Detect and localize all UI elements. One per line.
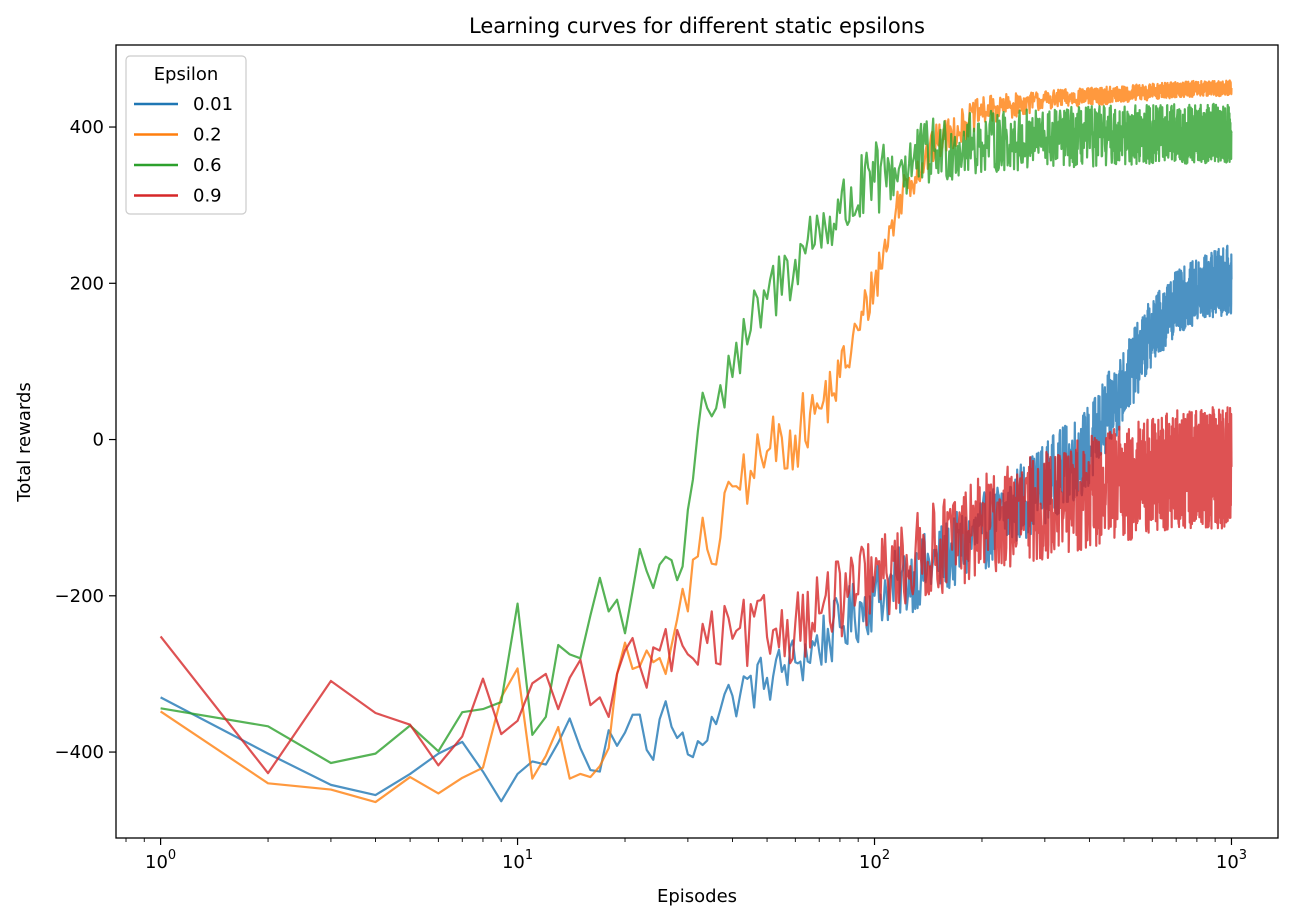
- legend: Epsilon 0.01 0.2 0.6 0.9: [125, 55, 247, 215]
- series-line-0-6: [160, 102, 1233, 765]
- y-tick-label: −200: [55, 586, 104, 607]
- plot-frame: [115, 44, 1279, 839]
- legend-label: 0.01: [193, 94, 233, 115]
- x-axis: 100 101 102 103: [125, 838, 1247, 873]
- legend-label: 0.6: [193, 155, 222, 176]
- x-tick-label: 100: [145, 848, 176, 873]
- x-tick-label: 101: [502, 848, 533, 873]
- series-line-0-2: [159, 79, 1233, 804]
- legend-title: Epsilon: [154, 64, 219, 85]
- y-tick-label: −400: [55, 742, 104, 763]
- y-axis-label: Total rewards: [14, 382, 35, 502]
- series-line-0-01: [160, 244, 1233, 803]
- chart-title: Learning curves for different static eps…: [469, 14, 925, 38]
- y-tick-label: 200: [70, 273, 104, 294]
- series-line-0-9: [159, 406, 1233, 775]
- y-axis: −400 −200 0 200 400: [55, 117, 116, 763]
- legend-label: 0.2: [193, 125, 222, 146]
- legend-box: [125, 55, 247, 215]
- x-axis-label: Episodes: [657, 886, 737, 907]
- legend-label: 0.9: [193, 186, 222, 207]
- y-tick-label: 0: [93, 430, 104, 451]
- x-tick-label: 103: [1216, 848, 1247, 873]
- y-tick-label: 400: [70, 117, 104, 138]
- x-tick-label: 102: [859, 848, 890, 873]
